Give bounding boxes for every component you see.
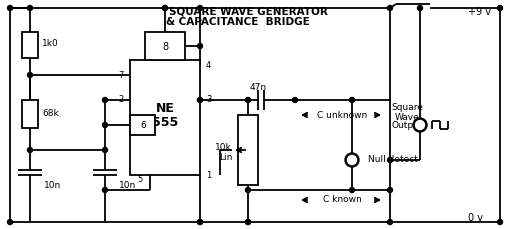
Text: SQUARE WAVE GENERATOR: SQUARE WAVE GENERATOR — [169, 7, 327, 17]
Circle shape — [198, 44, 203, 49]
Circle shape — [498, 5, 503, 11]
Circle shape — [387, 188, 392, 193]
Circle shape — [347, 155, 357, 164]
Circle shape — [198, 220, 203, 224]
Text: 6: 6 — [140, 120, 146, 130]
Text: 1k0: 1k0 — [42, 39, 59, 49]
Circle shape — [416, 120, 424, 130]
Circle shape — [387, 158, 392, 163]
Circle shape — [103, 123, 108, 128]
Circle shape — [163, 5, 168, 11]
Circle shape — [103, 188, 108, 193]
Circle shape — [246, 188, 250, 193]
Text: C unknown: C unknown — [317, 111, 367, 120]
Circle shape — [246, 220, 250, 224]
Circle shape — [163, 5, 168, 11]
Text: 8: 8 — [162, 42, 168, 52]
Circle shape — [387, 5, 392, 11]
Text: +9 v: +9 v — [468, 7, 491, 17]
Circle shape — [198, 5, 203, 11]
Text: 7: 7 — [119, 71, 124, 79]
Circle shape — [198, 220, 203, 224]
Bar — [238, 115, 258, 185]
Circle shape — [345, 153, 359, 167]
Circle shape — [387, 220, 392, 224]
Circle shape — [292, 98, 298, 103]
Text: 10n: 10n — [119, 180, 136, 190]
Text: 68k: 68k — [42, 109, 59, 117]
Text: 47n: 47n — [249, 84, 267, 93]
Text: 0 v: 0 v — [468, 213, 483, 223]
Text: 1: 1 — [206, 171, 211, 180]
Bar — [22, 32, 38, 58]
Circle shape — [418, 5, 423, 11]
Circle shape — [103, 98, 108, 103]
Text: Square: Square — [391, 104, 423, 112]
Circle shape — [349, 188, 354, 193]
Bar — [145, 32, 185, 60]
Circle shape — [246, 220, 250, 224]
Text: Output: Output — [391, 122, 423, 131]
Circle shape — [246, 98, 250, 103]
Circle shape — [28, 5, 32, 11]
Text: 5: 5 — [137, 175, 143, 185]
Text: Wave: Wave — [394, 112, 419, 122]
Circle shape — [28, 73, 32, 77]
Text: & CAPACITANCE  BRIDGE: & CAPACITANCE BRIDGE — [166, 17, 310, 27]
Text: 2: 2 — [119, 95, 124, 104]
Circle shape — [413, 118, 427, 132]
Bar — [22, 100, 38, 128]
Text: 10k: 10k — [215, 144, 232, 153]
Text: Null detect: Null detect — [368, 155, 418, 164]
Circle shape — [8, 5, 12, 11]
Text: 4: 4 — [206, 60, 211, 69]
Circle shape — [103, 147, 108, 153]
Circle shape — [349, 98, 354, 103]
Text: Lin: Lin — [219, 153, 232, 163]
Circle shape — [8, 220, 12, 224]
Text: 555: 555 — [152, 115, 178, 128]
Text: 10n: 10n — [44, 180, 61, 190]
Text: NE: NE — [155, 101, 174, 114]
Text: 3: 3 — [206, 95, 211, 104]
Text: C known: C known — [323, 196, 361, 204]
Bar — [130, 115, 155, 135]
Circle shape — [498, 220, 503, 224]
Bar — [130, 60, 200, 175]
Circle shape — [28, 147, 32, 153]
Circle shape — [198, 98, 203, 103]
